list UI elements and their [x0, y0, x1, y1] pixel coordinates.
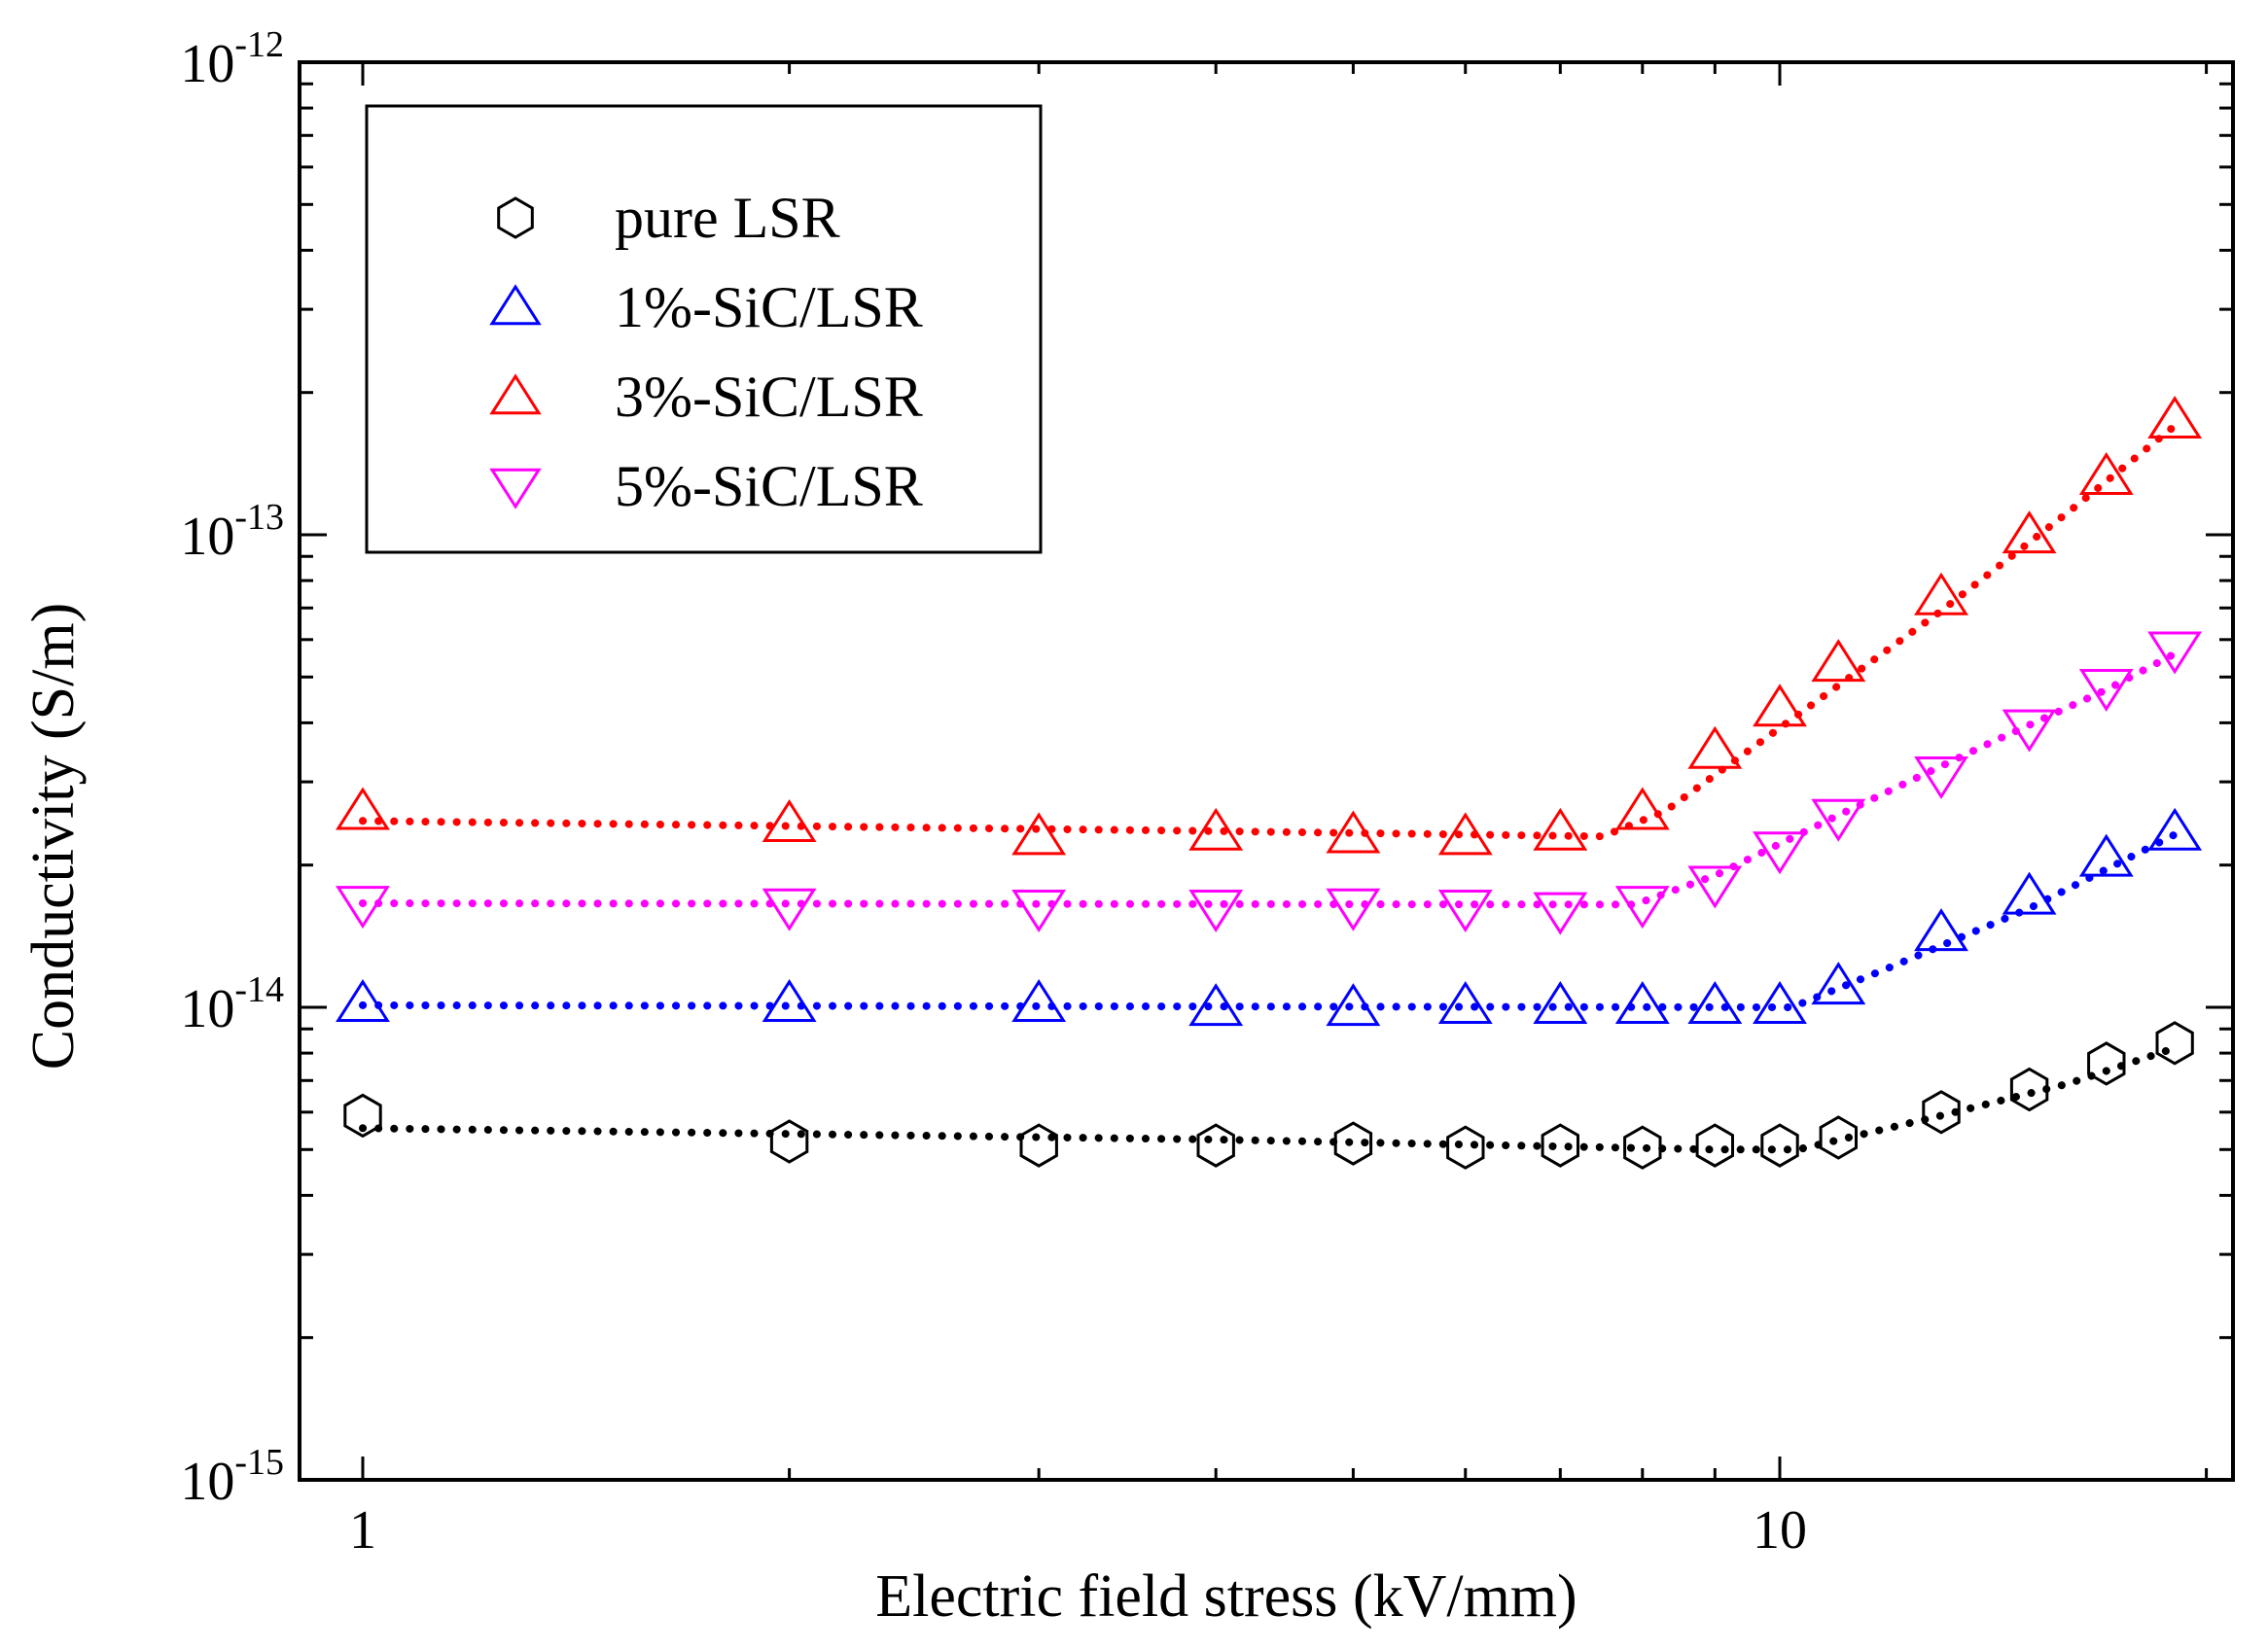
legend-label-1-sic-lsr: 1%-SiC/LSR: [615, 275, 923, 339]
chart: 1 1010-1510-1410-1310-12 Electric field s…: [0, 0, 2268, 1650]
x-tick-label: 10: [1753, 1500, 1807, 1561]
legend-label-pure-lsr: pure LSR: [615, 186, 840, 250]
x-axis-title: Electric field stress (kV/mm): [875, 1563, 1577, 1630]
x-tick-label: 1: [349, 1500, 376, 1561]
legend-label-5-sic-lsr: 5%-SiC/LSR: [615, 454, 923, 518]
y-axis-title: Conductivity (S/m): [20, 603, 87, 1071]
legend-label-3-sic-lsr: 3%-SiC/LSR: [615, 365, 923, 429]
legend: pure LSR 1%-SiC/LSR 3%-SiC/LSR 5%-SiC/LSR: [367, 106, 1041, 552]
